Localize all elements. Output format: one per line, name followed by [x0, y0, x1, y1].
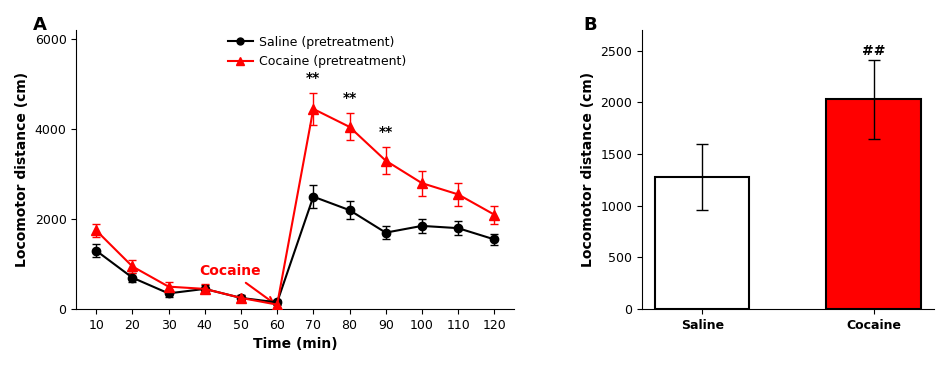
- X-axis label: Time (min): Time (min): [252, 337, 337, 351]
- Text: **: **: [378, 125, 392, 139]
- Text: ##: ##: [861, 44, 884, 58]
- Text: **: **: [342, 91, 356, 105]
- Text: Cocaine: Cocaine: [199, 264, 272, 303]
- Bar: [825, 100, 920, 309]
- Legend: Saline (pretreatment), Cocaine (pretreatment): Saline (pretreatment), Cocaine (pretreat…: [223, 31, 410, 73]
- Text: **: **: [306, 71, 320, 85]
- Y-axis label: Locomotor distance (cm): Locomotor distance (cm): [580, 72, 594, 267]
- Y-axis label: Locomotor distance (cm): Locomotor distance (cm): [15, 72, 30, 267]
- Text: A: A: [32, 16, 47, 34]
- Bar: [655, 177, 748, 309]
- Text: B: B: [583, 16, 597, 34]
